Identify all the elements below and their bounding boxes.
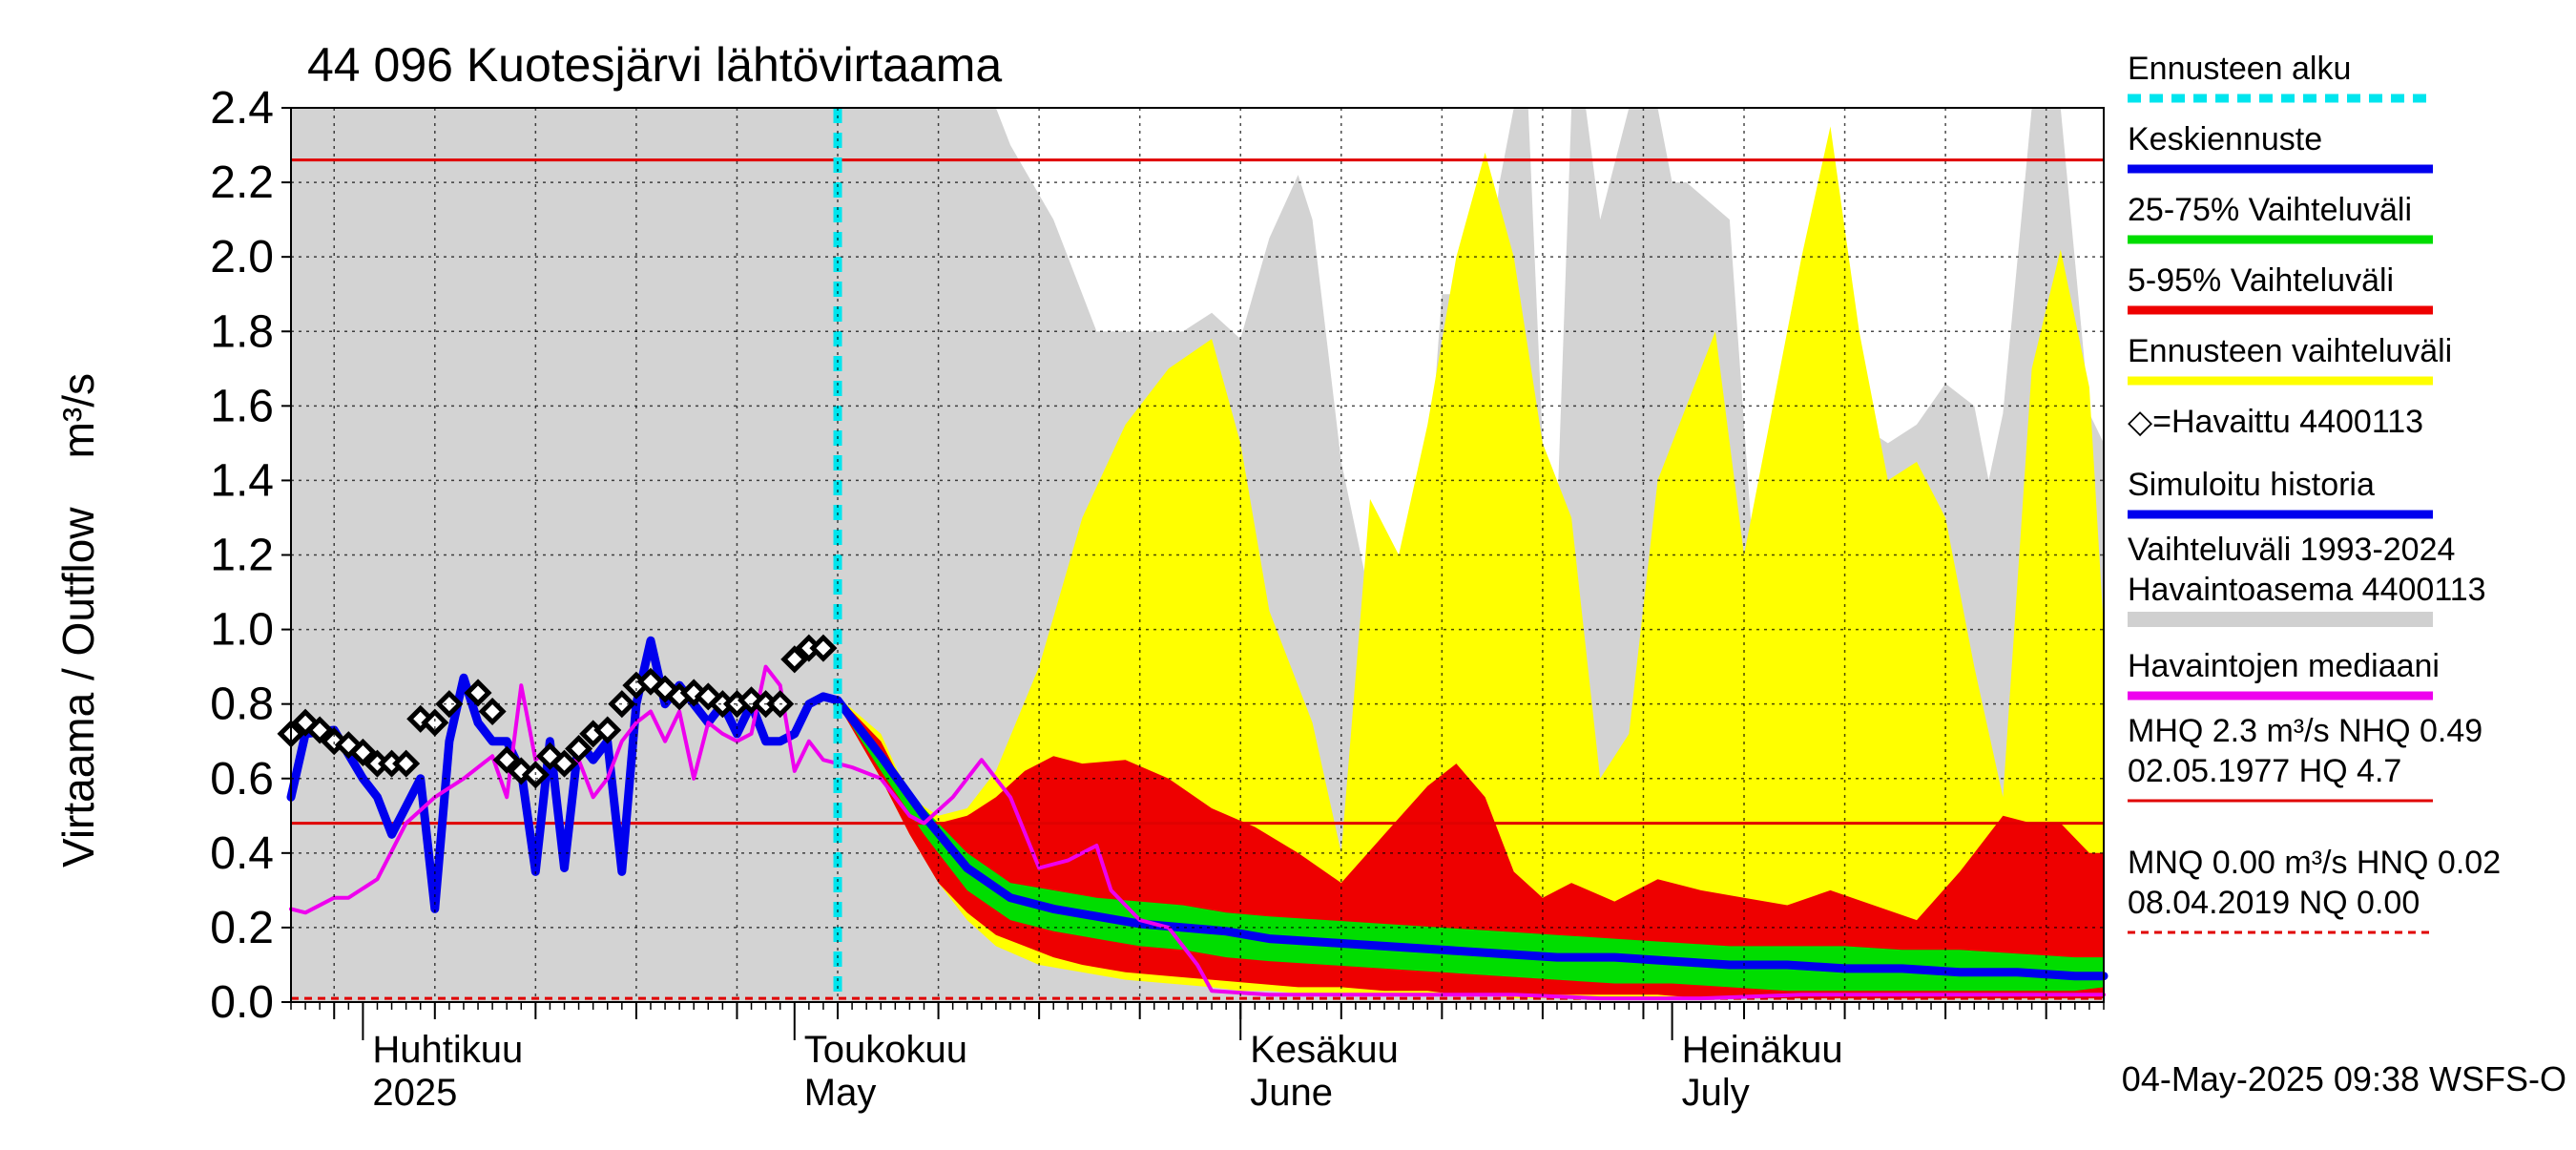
y-tick-label: 1.8 bbox=[210, 306, 274, 357]
series-line-keskiennuste bbox=[833, 696, 2109, 981]
y-axis-label: Virtaama / Outflow m³/s bbox=[53, 373, 103, 868]
x-month-label-fi: Toukokuu bbox=[804, 1029, 967, 1071]
y-tick-label: 1.2 bbox=[210, 531, 274, 581]
observed-marker bbox=[780, 645, 809, 674]
series-line-havaintojen-mediaani bbox=[289, 664, 2106, 1001]
y-tick-label: 0.8 bbox=[210, 680, 274, 730]
legend-label: Havaintoasema 4400113 bbox=[2128, 572, 2486, 608]
observed-marker bbox=[421, 708, 449, 737]
observed-marker bbox=[478, 697, 507, 726]
legend-label: Simuloitu historia bbox=[2128, 467, 2375, 503]
legend-label: 02.05.1977 HQ 4.7 bbox=[2128, 753, 2401, 789]
x-month-label-fi: Kesäkuu bbox=[1250, 1029, 1399, 1071]
legend-label: Havaintojen mediaani bbox=[2128, 648, 2440, 684]
x-month-label-en: May bbox=[804, 1072, 877, 1114]
observed-marker bbox=[492, 745, 521, 774]
chart-title: 44 096 Kuotesjärvi lähtövirtaama bbox=[307, 38, 1002, 92]
observed-marker bbox=[305, 716, 334, 744]
y-tick-label: 2.2 bbox=[210, 157, 274, 208]
x-month-label-fi: Heinäkuu bbox=[1682, 1029, 1843, 1071]
legend-label: 08.04.2019 NQ 0.00 bbox=[2128, 885, 2420, 921]
y-tick-label: 0.0 bbox=[210, 977, 274, 1028]
observed-marker bbox=[435, 690, 464, 719]
legend-label: 25-75% Vaihteluväli bbox=[2128, 192, 2412, 228]
y-tick-label: 1.6 bbox=[210, 381, 274, 431]
x-month-label-en: 2025 bbox=[372, 1072, 457, 1114]
observed-marker bbox=[550, 749, 579, 778]
y-tick-label: 2.0 bbox=[210, 232, 274, 282]
legend-label: 5-95% Vaihteluväli bbox=[2128, 262, 2394, 299]
y-tick-label: 0.4 bbox=[210, 828, 274, 879]
y-tick-label: 1.4 bbox=[210, 455, 274, 506]
observed-marker bbox=[392, 749, 421, 778]
x-month-label-en: June bbox=[1250, 1072, 1333, 1114]
legend-label: MHQ 2.3 m³/s NHQ 0.49 bbox=[2128, 713, 2483, 749]
y-tick-label: 0.2 bbox=[210, 903, 274, 953]
observed-marker bbox=[593, 716, 622, 744]
legend-label: MNQ 0.00 m³/s HNQ 0.02 bbox=[2128, 845, 2501, 881]
y-tick-label: 2.4 bbox=[210, 83, 274, 134]
legend-label: Vaihteluväli 1993-2024 bbox=[2128, 532, 2455, 568]
band-25-75-vaihteluv-li bbox=[838, 696, 2104, 992]
observed-marker bbox=[464, 679, 492, 707]
legend-label: Keskiennuste bbox=[2128, 121, 2322, 157]
y-tick-label: 1.0 bbox=[210, 605, 274, 656]
legend-label: ◇=Havaittu 4400113 bbox=[2128, 404, 2423, 440]
x-month-label-fi: Huhtikuu bbox=[372, 1029, 523, 1071]
footer-timestamp: 04-May-2025 09:38 WSFS-O bbox=[2122, 1059, 2566, 1098]
x-month-label-en: July bbox=[1682, 1072, 1750, 1114]
observed-marker bbox=[348, 738, 377, 766]
legend-label: Ennusteen alku bbox=[2128, 51, 2351, 87]
legend-label: Ennusteen vaihteluväli bbox=[2128, 333, 2452, 369]
observed-marker bbox=[809, 634, 838, 662]
observed-marker bbox=[565, 734, 593, 763]
y-tick-label: 0.6 bbox=[210, 754, 274, 805]
